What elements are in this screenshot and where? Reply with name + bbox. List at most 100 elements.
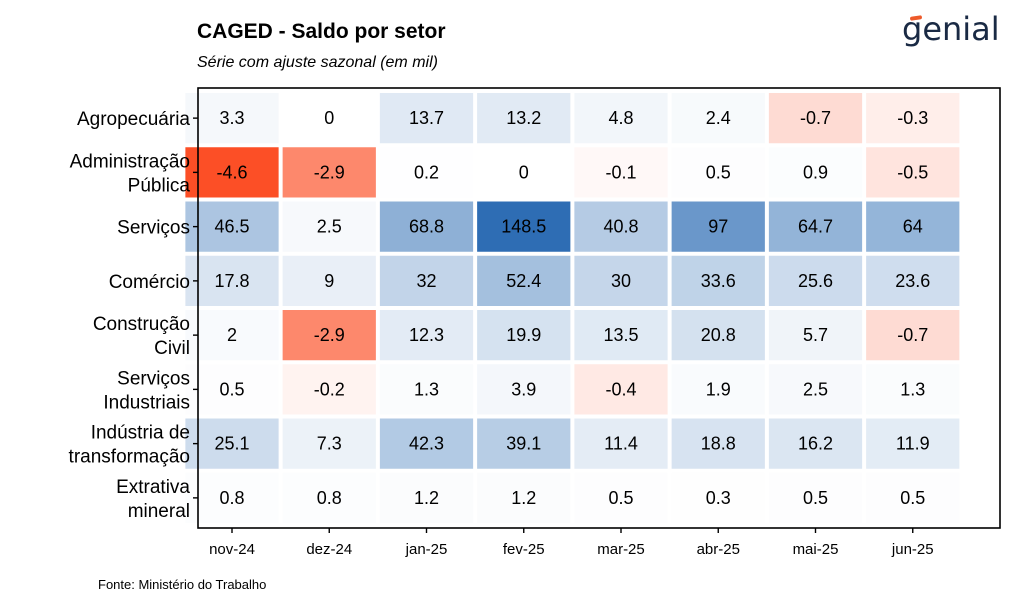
- heatmap-cell: [671, 310, 765, 361]
- cell-value-label: 20.8: [701, 325, 736, 345]
- row-label: Indústria de transformação: [69, 423, 190, 468]
- cell-value-label: 0.3: [706, 488, 731, 508]
- cell-value-label: 11.4: [604, 434, 638, 454]
- cell-value-label: 0.5: [900, 488, 925, 508]
- heatmap-cell: [671, 93, 765, 144]
- row-label: Comércio: [109, 272, 190, 293]
- heatmap-cell: [185, 418, 279, 469]
- heatmap-cell: [185, 364, 279, 415]
- heatmap-cell: [768, 364, 863, 415]
- chart-subtitle: Série com ajuste sazonal (em mil): [197, 54, 438, 71]
- cell-value-label: 23.6: [895, 271, 930, 291]
- cell-value-label: 7.3: [317, 434, 342, 454]
- heatmap-cell: [574, 201, 668, 252]
- heatmap-cell: [574, 255, 668, 306]
- heatmap-cell: [866, 255, 960, 306]
- chart-title: CAGED - Saldo por setor: [197, 20, 446, 43]
- cell-value-label: 32: [416, 271, 436, 291]
- row-label: Construção Civil: [93, 314, 190, 359]
- row-label: Extrativa mineral: [116, 477, 190, 522]
- cell-value-label: 0.5: [706, 162, 731, 182]
- cell-value-label: 64.7: [798, 217, 833, 237]
- cell-value-label: -2.9: [314, 162, 345, 182]
- heatmap-cell: [768, 418, 863, 469]
- cell-value-label: 42.3: [409, 434, 444, 454]
- cell-value-label: 2: [227, 325, 237, 345]
- heatmap-cell: [379, 201, 474, 252]
- cell-value-label: 40.8: [603, 217, 638, 237]
- cell-value-label: -4.6: [216, 162, 247, 182]
- heatmap-cell: [477, 418, 571, 469]
- cell-value-label: 25.6: [798, 271, 833, 291]
- heatmap-cell: [866, 147, 960, 198]
- plot-frame: [197, 87, 1001, 529]
- row-label: Serviços: [117, 218, 190, 239]
- heatmap-cell: [671, 201, 765, 252]
- heatmap-cell: [185, 147, 279, 198]
- row-label: Administração Pública: [70, 151, 191, 196]
- cell-value-label: -0.7: [897, 325, 928, 345]
- column-label: jan-25: [405, 541, 448, 558]
- heatmap-cell: [282, 364, 376, 415]
- cell-value-label: -0.2: [314, 379, 345, 399]
- cell-value-label: 0.8: [317, 488, 342, 508]
- cell-value-label: -0.1: [605, 162, 636, 182]
- column-label: abr-25: [697, 541, 740, 558]
- cell-value-label: 30: [611, 271, 631, 291]
- heatmap-cell: [282, 93, 376, 144]
- cell-value-label: -0.4: [605, 379, 636, 399]
- heatmap-cell: [477, 364, 571, 415]
- heatmap-cell: [574, 364, 668, 415]
- cell-value-label: 19.9: [506, 325, 541, 345]
- heatmap-cell: [185, 310, 279, 361]
- cell-value-label: 17.8: [214, 271, 249, 291]
- cell-value-label: 0: [324, 108, 334, 128]
- cell-value-label: 2.5: [803, 379, 828, 399]
- cell-value-label: 16.2: [798, 434, 833, 454]
- cell-value-label: 46.5: [214, 217, 249, 237]
- cell-value-label: 68.8: [409, 217, 444, 237]
- cell-value-label: 1.3: [900, 379, 925, 399]
- heatmap-cell: [282, 255, 376, 306]
- heatmap-cell: [379, 472, 474, 523]
- heatmap-cell: [185, 255, 279, 306]
- cell-value-label: 1.9: [706, 379, 731, 399]
- heatmap-cell: [768, 255, 863, 306]
- row-label: Serviços Industriais: [103, 368, 190, 413]
- cell-value-label: 2.4: [706, 108, 731, 128]
- cell-value-label: 11.9: [896, 434, 930, 454]
- heatmap-cell: [866, 310, 960, 361]
- cell-value-label: 1.3: [414, 379, 439, 399]
- column-label: dez-24: [306, 541, 352, 558]
- heatmap-cell: [671, 147, 765, 198]
- cell-value-label: 18.8: [701, 434, 736, 454]
- heatmap-cell: [671, 364, 765, 415]
- column-label: jun-25: [891, 541, 934, 558]
- column-label: fev-25: [503, 541, 545, 558]
- cell-value-label: 13.5: [603, 325, 638, 345]
- cell-value-label: -2.9: [314, 325, 345, 345]
- cell-value-label: 0.2: [414, 162, 439, 182]
- heatmap-cell: [768, 93, 863, 144]
- cell-value-label: -0.7: [800, 108, 831, 128]
- cell-value-label: 1.2: [414, 488, 439, 508]
- heatmap-cell: [282, 472, 376, 523]
- cell-value-label: 33.6: [701, 271, 736, 291]
- heatmap-cell: [185, 93, 279, 144]
- cell-value-label: 64: [903, 217, 923, 237]
- source-note: Fonte: Ministério do Trabalho: [98, 577, 267, 592]
- cell-value-label: -0.5: [897, 162, 928, 182]
- heatmap-cell: [866, 93, 960, 144]
- heatmap-cell: [768, 310, 863, 361]
- heatmap-cell: [477, 201, 571, 252]
- heatmap-cell: [477, 255, 571, 306]
- cell-value-label: 0.5: [803, 488, 828, 508]
- heatmap-cell: [477, 310, 571, 361]
- cell-value-label: 13.2: [506, 108, 541, 128]
- heatmap-cell: [379, 364, 474, 415]
- heatmap-cell: [866, 418, 960, 469]
- cell-value-label: 1.2: [511, 488, 536, 508]
- cell-value-label: 39.1: [506, 434, 541, 454]
- cell-value-label: 4.8: [608, 108, 633, 128]
